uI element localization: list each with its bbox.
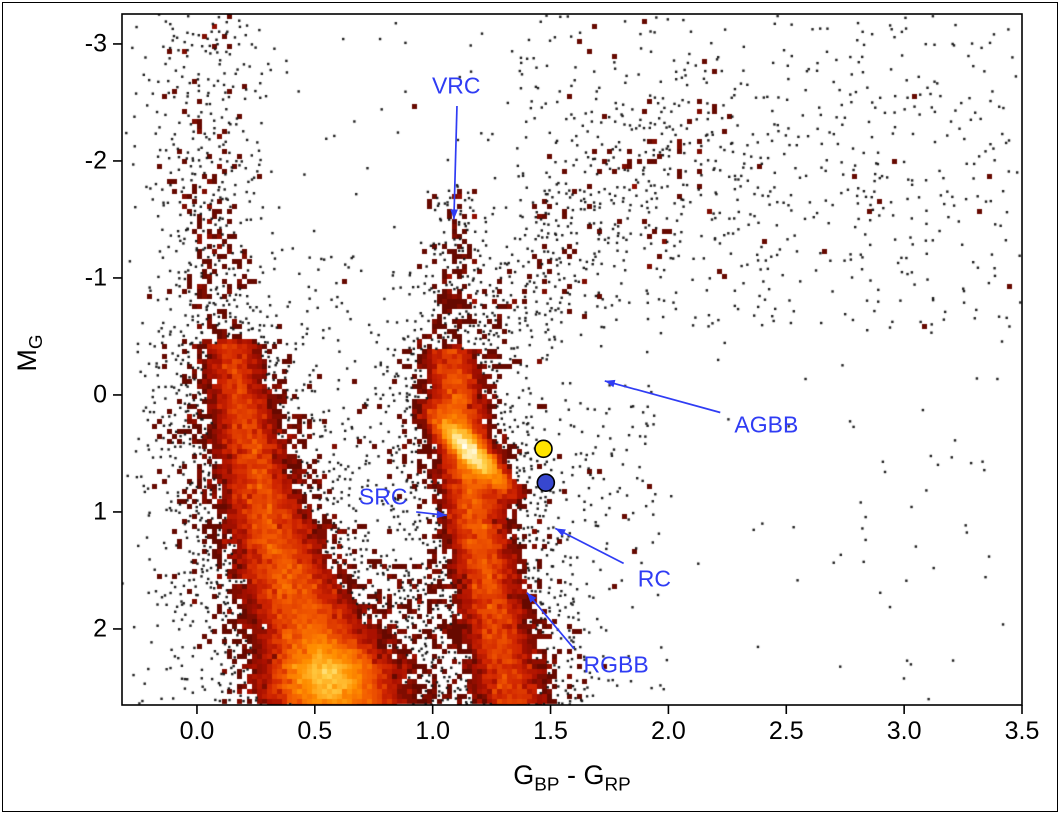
y-tick-label--2: -2 xyxy=(84,146,107,175)
x-axis-title: GBP - GRP xyxy=(513,760,630,796)
annotation-label-rc: RC xyxy=(637,565,671,592)
x-tick-label-1.0: 1.0 xyxy=(415,717,451,745)
x-axis-title-sub2: RP xyxy=(604,774,631,796)
annotation-arrow-rgbb xyxy=(526,592,575,650)
y-tick-label-1: 1 xyxy=(93,497,107,526)
annotation-arrow-rc xyxy=(554,527,625,565)
x-tick-label-2.0: 2.0 xyxy=(651,717,686,745)
blue-circle-marker xyxy=(536,473,556,493)
yellow-circle-marker xyxy=(534,439,553,459)
x-tick-label-1.5: 1.5 xyxy=(533,717,568,745)
annotation-label-rgbb: RGBB xyxy=(583,651,649,678)
y-tick-label--3: -3 xyxy=(84,29,107,58)
y-axis-title-part1: M xyxy=(11,349,42,372)
annotation-label-agbb: AGBB xyxy=(734,411,799,438)
y-axis-title-sub1: G xyxy=(26,334,48,350)
x-tick-label-2.5: 2.5 xyxy=(768,717,804,745)
annotation-label-src: SRC xyxy=(358,483,408,510)
annotation-arrowhead-rgbb xyxy=(526,592,537,603)
y-axis-title: MG xyxy=(12,334,48,371)
plot-frame xyxy=(121,13,1023,706)
annotation-arrowhead-rc xyxy=(555,528,566,537)
annotation-arrow-agbb xyxy=(604,380,721,414)
x-tick-label-0.0: 0.0 xyxy=(179,717,215,745)
x-axis-title-part2: - G xyxy=(559,760,605,790)
y-tick-label--1: -1 xyxy=(84,263,107,292)
x-tick-label-0.5: 0.5 xyxy=(297,717,333,745)
y-tick-label-0: 0 xyxy=(93,380,107,409)
x-axis-title-part1: G xyxy=(513,760,535,790)
annotation-arrowhead-agbb xyxy=(604,379,616,388)
x-tick-label-3.5: 3.5 xyxy=(1004,717,1040,745)
annotation-arrowhead-vrc xyxy=(450,209,458,220)
x-tick-label-3.0: 3.0 xyxy=(886,717,922,745)
annotation-arrowhead-src xyxy=(436,510,447,519)
x-axis-title-sub1: BP xyxy=(534,774,560,796)
annotation-label-vrc: VRC xyxy=(431,72,481,99)
y-tick-label-2: 2 xyxy=(93,614,107,643)
annotation-arrow-vrc xyxy=(453,105,458,220)
